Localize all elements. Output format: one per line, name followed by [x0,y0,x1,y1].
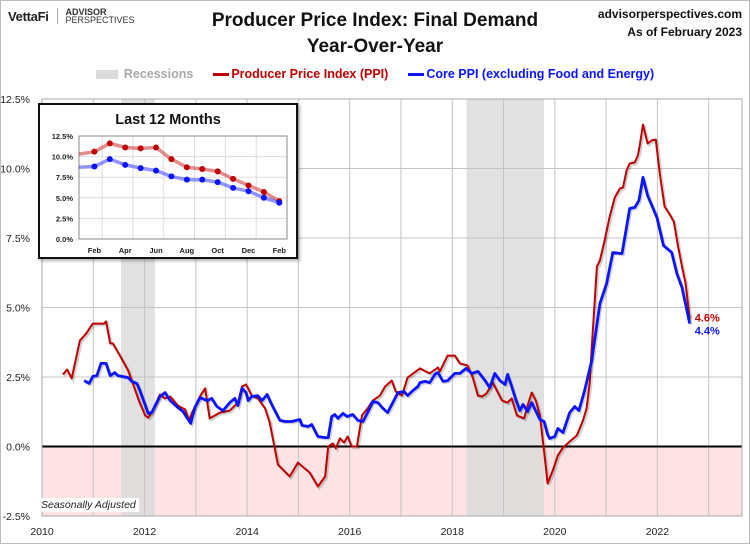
legend-ppi-label: Producer Price Index (PPI) [231,67,389,81]
inset-core-point [153,167,160,174]
y-tick-label: 5.0% [6,303,30,315]
core-swatch [408,72,425,76]
inset-core-point [276,199,283,206]
y-tick-label: -2.5% [3,511,30,523]
y-tick-label: 0.0% [6,442,30,454]
inset-ppi-point [245,182,252,189]
inset-y-tick-label: 5.0% [56,194,73,203]
legend: Recessions Producer Price Index (PPI) Co… [0,67,750,81]
logo-divider [56,8,58,24]
legend-recessions-label: Recessions [123,67,194,81]
inset-y-tick-label: 7.5% [56,173,73,182]
as-of-date: As of February 2023 [627,25,742,39]
y-tick-label: 10.0% [0,164,30,176]
y-tick-label: 12.5% [0,94,30,106]
site-name: advisorperspectives.com [597,7,742,21]
inset-x-tick-label: Jun [149,246,163,255]
inset-x-tick-label: Feb [88,246,102,255]
inset-core-point [230,184,237,191]
logo-line1: ADVISOR [65,7,107,17]
inset-x-tick-label: Feb [273,246,287,255]
legend-ppi: Producer Price Index (PPI) [213,67,388,81]
logo: VettaFi ADVISOR PERSPECTIVES [8,7,135,25]
title-line2: Year-Over-Year [306,36,444,57]
ppi-line [62,123,691,488]
inset-x-tick-label: Dec [242,246,256,255]
plot-border [41,98,743,517]
seasonally-adjusted-note: Seasonally Adjusted [38,498,139,512]
chart-title: Producer Price Index: Final Demand Year-… [0,8,750,60]
inset-x-tick-label: Oct [211,246,224,255]
x-tick-label: 2018 [441,526,465,538]
advisor-perspectives-logo: ADVISOR PERSPECTIVES [65,7,135,25]
inset-plot: 0.0% 2.5% 5.0% 7.5% 10.0% 12.5% Feb Apr Jun Aug Oc… [52,132,288,255]
x-tick-label: 2014 [235,526,259,538]
inset-core-point [137,165,144,172]
y-tick-label: 7.5% [6,233,30,245]
vettafi-logo: VettaFi [8,8,49,24]
logo-line2: PERSPECTIVES [65,15,135,25]
inset-ppi-point [214,168,221,175]
inset-title: Last 12 Months [115,112,221,128]
inset-core-point [245,188,252,195]
inset-core-point [199,176,206,183]
x-tick-label: 2020 [543,526,567,538]
inset-core-point [91,163,98,170]
x-tick-label: 2022 [646,526,670,538]
inset-plot-border [78,135,288,240]
inset-ppi-point [168,156,175,163]
legend-core-label: Core PPI (excluding Food and Energy) [426,67,655,81]
legend-recessions: Recessions [95,67,194,81]
inset-y-tick-label: 12.5% [52,132,74,141]
negative-region [42,446,742,516]
inset-ppi-point [153,144,160,151]
inset-ppi-point [199,165,206,172]
legend-core: Core PPI (excluding Food and Energy) [408,67,654,81]
inset-core-point [183,176,190,183]
source-info: advisorperspectives.com As of February 2… [598,5,742,41]
ppi-swatch [213,72,230,76]
x-tick-label: 2012 [133,526,157,538]
inset-y-tick-label: 2.5% [56,214,73,223]
x-tick-label: 2016 [338,526,362,538]
inset-core-point [122,161,129,168]
inset-ppi-point [91,148,98,155]
inset-ppi-point [122,144,129,151]
inset-ppi-point [230,175,237,182]
core-line [83,176,692,440]
inset-ppi-point [137,145,144,152]
inset-ppi-point [260,189,267,196]
inset-core-point [106,156,113,163]
inset-chart: 0.0% 2.5% 5.0% 7.5% 10.0% 12.5% Feb Apr Jun Aug Oc… [38,103,298,259]
inset-x-tick-label: Apr [119,246,132,255]
recession-swatch [95,69,118,79]
ppi-end-label: 4.6% [695,313,720,325]
inset-y-tick-label: 0.0% [56,235,73,244]
inset-core-point [168,173,175,180]
title-line1: Producer Price Index: Final Demand [211,10,539,31]
inset-core-point [214,179,221,186]
core-end-label: 4.4% [695,326,720,338]
inset-ppi-point [183,164,190,171]
y-tick-label: 2.5% [6,372,30,384]
inset-ppi-point [106,140,113,147]
inset-core-point [260,194,267,201]
inset-core-line [78,157,280,205]
inset-y-tick-label: 10.0% [52,153,74,162]
x-tick-label: 2010 [30,526,54,538]
inset-x-tick-label: Aug [180,246,195,255]
